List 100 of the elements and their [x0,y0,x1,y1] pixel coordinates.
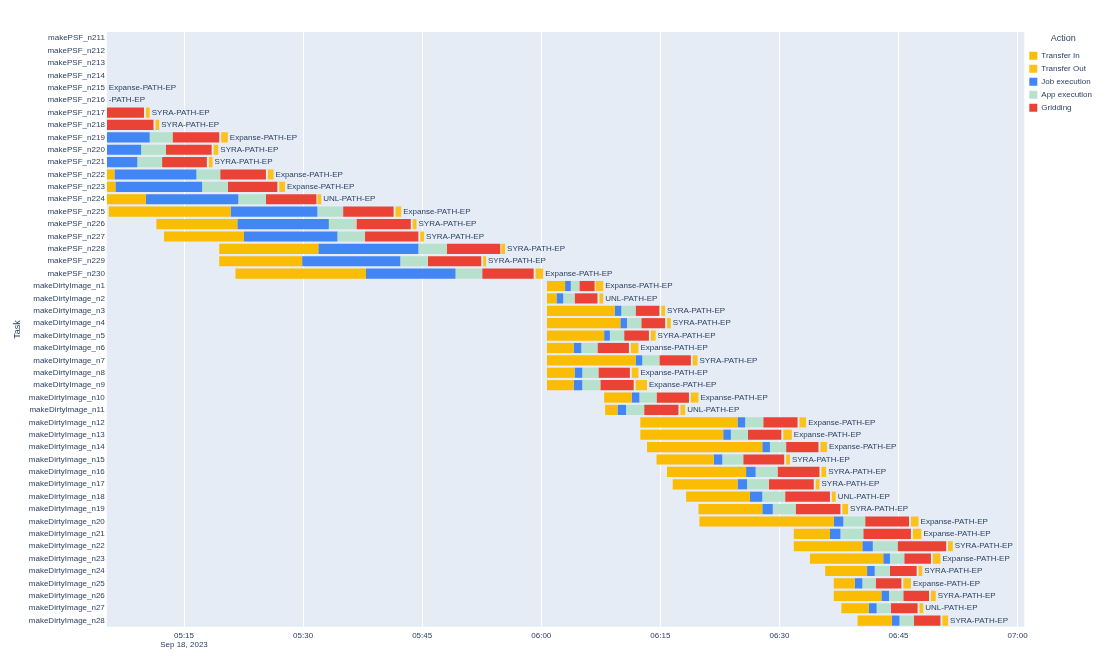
y-tick-label: makePSF_n218 [47,120,106,130]
bar [833,516,844,527]
bar [626,404,645,416]
bar [582,367,599,378]
bar [745,417,764,428]
bar [672,479,738,490]
bar [573,342,582,354]
y-tick-label: makeDirtyImage_n22 [28,541,106,551]
bar [661,305,666,316]
bar [365,268,456,279]
legend-title: Action [1050,32,1076,43]
annotation: Expanse-PATH-EP [793,429,862,439]
y-tick-label: makeDirtyImage_n6 [33,343,106,353]
bar [106,119,154,131]
bar [713,454,723,465]
bar [640,417,738,428]
bar [483,256,487,267]
x-tick-label: 06:30 [769,630,790,640]
bar [546,355,636,366]
bar [546,330,605,341]
bar [737,479,748,490]
bar [843,516,866,527]
bar [106,194,146,205]
bar [686,491,750,502]
bar [762,442,770,453]
bar [244,231,338,242]
bar [769,442,787,453]
annotation: SYRA-PATH-EP [937,591,996,601]
bar [749,491,763,502]
bar [642,355,660,366]
bar [644,404,679,416]
bar [874,565,890,577]
bar [106,181,116,192]
bar [755,466,778,477]
bar [599,293,604,304]
bar [627,318,642,329]
bar [890,603,918,614]
x-tick-label: 07:00 [1007,630,1029,640]
bar [875,578,902,589]
bar [317,194,322,205]
bar [881,590,890,601]
bar [889,590,904,601]
bar [762,491,786,502]
y-tick-label: makeDirtyImage_n7 [33,355,106,365]
bar [546,280,566,292]
bar [942,615,949,626]
bar [219,256,303,267]
bar [337,231,366,242]
bar [220,169,266,180]
bar [265,194,317,205]
annotation: SYRA-PATH-EP [220,144,279,154]
bar [786,442,819,453]
y-tick-label: makeDirtyImage_n8 [33,367,106,377]
bar [141,144,166,155]
bar [114,169,197,180]
bar [748,429,782,440]
bar [563,293,575,304]
bar [302,256,401,267]
x-tick-label: 06:00 [531,630,552,640]
annotation: UNL-PATH-EP [687,405,740,415]
bar [115,181,203,192]
bar [106,157,138,168]
bar [869,603,877,614]
y-tick-label: makeDirtyImage_n28 [28,615,106,625]
bar [546,380,574,391]
bar [535,268,544,279]
y-tick-label: makePSF_n224 [47,194,106,204]
bar [793,541,863,552]
annotation: SYRA-PATH-EP [672,318,731,328]
bar [723,429,731,440]
bar [455,268,483,279]
annotation: -PATH-EP [108,95,145,105]
bar [343,206,394,217]
annotation: SYRA-PATH-EP [850,504,908,514]
annotation: SYRA-PATH-EP [418,219,477,229]
bar [221,132,228,143]
annotation: SYRA-PATH-EP [151,107,210,117]
bar [831,491,836,502]
y-tick-label: makeDirtyImage_n3 [33,306,106,316]
bar [420,231,425,242]
bar [556,293,564,304]
bar [574,367,583,378]
bar [762,504,773,515]
annotation: SYRA-PATH-EP [924,566,983,576]
annotation: Expanse-PATH-EP [229,132,298,142]
y-tick-label: makePSF_n216 [47,95,106,105]
annotation: Expanse-PATH-EP [808,417,876,427]
bar [659,355,691,366]
bar [546,318,621,329]
bar [165,144,212,155]
annotation: SYRA-PATH-EP [821,479,880,489]
annotation: Expanse-PATH-EP [640,367,708,377]
bar [772,504,796,515]
bar [667,318,671,329]
bar [883,553,890,564]
y-tick-label: makePSF_n228 [47,244,106,254]
annotation: Expanse-PATH-EP [605,281,673,291]
bar [867,565,875,577]
y-tick-label: makeDirtyImage_n11 [29,405,106,415]
bar [446,243,501,254]
